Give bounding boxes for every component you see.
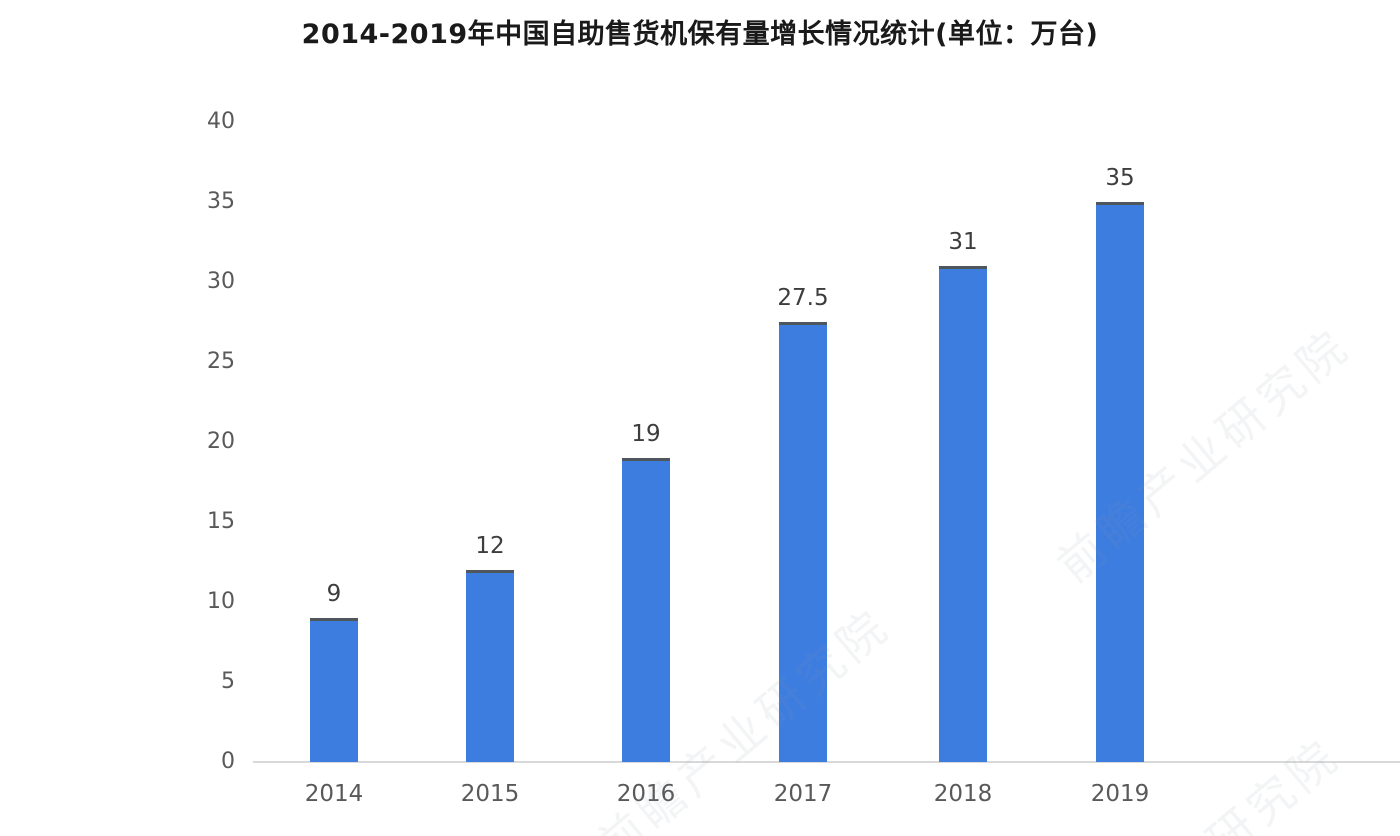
bar-value-label-2019: 35 — [1105, 165, 1135, 191]
x-tick-label-2018: 2018 — [933, 781, 993, 807]
bar-2015 — [466, 570, 514, 762]
bar-2017 — [779, 322, 827, 762]
bar-2014 — [310, 618, 358, 762]
y-tick-label-0: 0 — [221, 749, 235, 774]
y-tick-label-5: 5 — [221, 669, 235, 694]
y-tick-label-10: 10 — [207, 589, 235, 614]
watermark-text: 前瞻产业研究院 — [1047, 317, 1361, 593]
x-tick-label-2016: 2016 — [616, 781, 676, 807]
y-tick-label-30: 30 — [207, 269, 235, 294]
bar-value-label-2014: 9 — [326, 581, 342, 607]
x-tick-label-2014: 2014 — [304, 781, 364, 807]
bar-2019 — [1096, 202, 1144, 762]
bar-value-label-2016: 19 — [631, 421, 661, 447]
bar-2016 — [622, 458, 670, 762]
watermark-text: 前瞻产业研究院 — [1031, 721, 1352, 836]
y-tick-label-15: 15 — [207, 509, 235, 534]
x-tick-label-2017: 2017 — [773, 781, 833, 807]
y-tick-label-25: 25 — [207, 349, 235, 374]
bar-2018 — [939, 266, 987, 762]
y-tick-label-35: 35 — [207, 189, 235, 214]
bar-value-label-2017: 27.5 — [777, 285, 829, 311]
bar-value-label-2015: 12 — [475, 533, 505, 559]
bar-value-label-2018: 31 — [948, 229, 978, 255]
y-tick-label-20: 20 — [207, 429, 235, 454]
x-tick-label-2015: 2015 — [460, 781, 520, 807]
x-axis-baseline — [253, 761, 1400, 763]
x-tick-label-2019: 2019 — [1090, 781, 1150, 807]
y-tick-label-40: 40 — [207, 109, 235, 134]
chart-title: 2014-2019年中国自助售货机保有量增长情况统计(单位：万台) — [301, 19, 1099, 50]
